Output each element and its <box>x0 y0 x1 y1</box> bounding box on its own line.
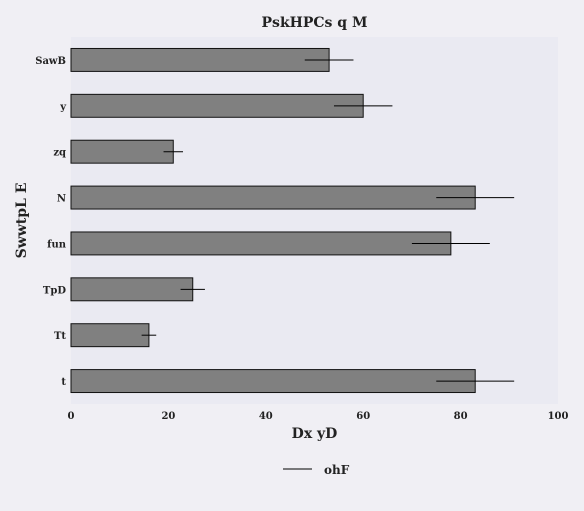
bar-Tt <box>70 323 150 348</box>
y-tick-label: Tt <box>54 331 66 342</box>
x-tick-label: 40 <box>259 411 273 422</box>
bars-group <box>70 47 515 394</box>
bar-t <box>70 369 476 394</box>
y-axis-label: SwwtpL E <box>14 183 30 259</box>
y-tick-label: SawB <box>35 56 66 67</box>
plot-area <box>71 37 558 404</box>
y-tick-label: N <box>57 194 66 205</box>
y-tick-label: fun <box>47 239 67 250</box>
x-axis-label: Dx yD <box>292 426 338 442</box>
chart-title: PskHPCs q M <box>262 15 368 31</box>
x-tick-label: 20 <box>161 411 175 422</box>
bar-fun <box>70 231 452 256</box>
bar-TpD <box>70 277 194 302</box>
x-tick-label: 80 <box>454 411 468 422</box>
bar-zq <box>70 139 174 164</box>
x-tick-label: 100 <box>548 411 569 422</box>
legend-label: ohF <box>324 463 350 477</box>
bar-y <box>70 93 364 118</box>
y-tick-label: zq <box>53 148 66 159</box>
legend: ohF <box>283 463 350 477</box>
x-tick-label: 60 <box>356 411 370 422</box>
y-tick-label: y <box>59 102 67 113</box>
y-tick-label: TpD <box>43 285 66 296</box>
x-tick-labels: 0 20 40 60 80 100 <box>68 411 569 422</box>
bar-SawB <box>70 47 330 72</box>
bar-N <box>70 185 476 210</box>
y-tick-label: t <box>61 377 66 388</box>
x-tick-label: 0 <box>68 411 75 422</box>
